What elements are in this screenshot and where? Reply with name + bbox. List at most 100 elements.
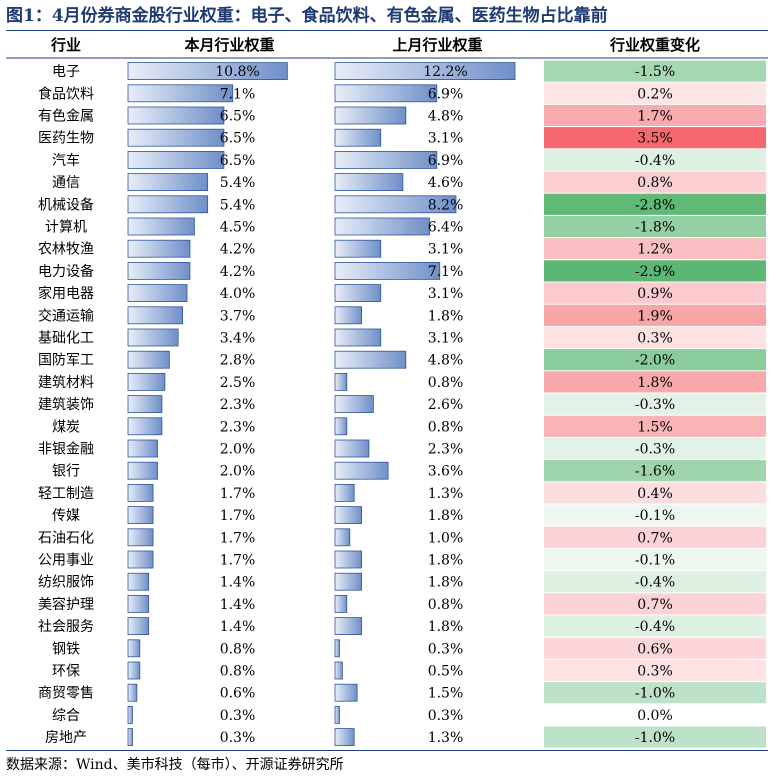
last-month-value: 0.3% xyxy=(428,641,464,657)
change-cell xyxy=(544,482,766,504)
change-cell xyxy=(544,615,766,637)
last-month-bar xyxy=(334,284,382,303)
change-value: -0.1% xyxy=(635,553,675,569)
last-month-value: 1.8% xyxy=(428,308,464,324)
table-row: 家用电器 4.0% 3.1% 0.9% xyxy=(38,282,766,304)
last-month-value: 6.9% xyxy=(428,153,464,169)
change-cell xyxy=(544,193,766,215)
industry-label: 银行 xyxy=(52,464,80,480)
last-month-bar xyxy=(334,439,370,458)
this-month-bar xyxy=(127,328,179,347)
industry-label: 汽车 xyxy=(52,152,80,169)
this-month-value: 1.4% xyxy=(220,575,256,591)
last-month-value: 1.8% xyxy=(428,553,464,569)
this-month-bar xyxy=(127,661,141,680)
last-month-bar xyxy=(334,372,348,391)
change-value: 3.5% xyxy=(637,131,673,147)
header-industry: 行业 xyxy=(50,36,81,54)
last-month-bar xyxy=(334,617,362,635)
this-month-value: 3.4% xyxy=(220,331,256,347)
change-cell xyxy=(544,460,766,482)
last-month-value: 0.8% xyxy=(428,375,464,391)
this-month-bar xyxy=(127,84,234,103)
last-month-bar xyxy=(334,84,438,103)
industry-label: 国防军工 xyxy=(38,353,94,369)
last-month-value: 0.5% xyxy=(428,664,464,680)
header-change: 行业权重变化 xyxy=(609,36,700,54)
change-value: 0.6% xyxy=(637,641,673,657)
last-month-bar xyxy=(334,395,374,414)
last-month-bar xyxy=(334,706,340,724)
this-month-bar xyxy=(127,617,150,635)
last-month-value: 0.8% xyxy=(428,597,464,613)
change-value: 0.7% xyxy=(637,530,673,546)
this-month-value: 3.7% xyxy=(220,308,256,324)
last-month-value: 1.0% xyxy=(428,530,464,546)
this-month-value: 10.8% xyxy=(215,64,259,80)
last-month-value: 1.5% xyxy=(428,686,464,702)
this-month-value: 1.7% xyxy=(220,508,256,524)
change-cell xyxy=(544,238,766,260)
last-month-value: 4.8% xyxy=(428,353,464,369)
this-month-bar xyxy=(127,728,133,746)
change-cell xyxy=(544,304,766,326)
last-month-bar xyxy=(334,417,348,436)
this-month-value: 4.5% xyxy=(220,220,256,236)
this-month-value: 1.4% xyxy=(220,619,256,635)
change-value: 1.5% xyxy=(637,419,673,435)
this-month-bar xyxy=(127,350,170,369)
this-month-bar xyxy=(127,173,209,192)
this-month-value: 1.7% xyxy=(220,486,256,502)
table-row: 电子 10.8% 12.2% -1.5% xyxy=(52,60,766,82)
industry-label: 农林牧渔 xyxy=(38,242,94,258)
change-value: 0.0% xyxy=(637,708,673,724)
table-row: 国防军工 2.8% 4.8% -2.0% xyxy=(38,349,766,371)
this-month-value: 1.7% xyxy=(220,553,256,569)
change-value: 0.3% xyxy=(637,331,673,347)
this-month-value: 0.8% xyxy=(220,641,256,657)
table-row: 轻工制造 1.7% 1.3% 0.4% xyxy=(38,482,766,504)
change-value: 0.7% xyxy=(637,597,673,613)
table-row: 公用事业 1.7% 1.8% -0.1% xyxy=(38,548,766,571)
title-rule xyxy=(6,30,768,31)
this-month-value: 1.4% xyxy=(220,597,256,613)
table-row: 环保 0.8% 0.5% 0.3% xyxy=(52,659,766,682)
change-value: -1.8% xyxy=(635,220,675,236)
table-row: 交通运输 3.7% 1.8% 1.9% xyxy=(38,304,766,326)
table-row: 商贸零售 0.6% 1.5% -1.0% xyxy=(38,682,766,704)
header-this-month: 本月行业权重 xyxy=(184,36,274,54)
industry-label: 食品饮料 xyxy=(38,85,94,102)
last-month-value: 6.9% xyxy=(428,86,464,102)
change-value: 0.8% xyxy=(637,175,673,191)
change-cell xyxy=(544,171,766,193)
change-cell xyxy=(544,437,766,460)
this-month-value: 6.5% xyxy=(220,109,256,125)
this-month-bar xyxy=(127,550,154,569)
this-month-bar xyxy=(127,572,150,591)
change-cell xyxy=(544,149,766,171)
change-value: 0.9% xyxy=(637,286,673,302)
last-month-bar xyxy=(334,239,382,258)
this-month-bar xyxy=(127,483,154,502)
table-row: 通信 5.4% 4.6% 0.8% xyxy=(52,171,766,193)
this-month-value: 0.3% xyxy=(220,730,256,746)
industry-label: 社会服务 xyxy=(38,619,94,635)
figure-title: 图1：4月份券商金股行业权重：电子、食品饮料、有色金属、医药生物占比靠前 xyxy=(6,6,608,26)
change-value: -2.8% xyxy=(635,197,675,213)
table-row: 建筑装饰 2.3% 2.6% -0.3% xyxy=(38,393,766,415)
change-value: 1.8% xyxy=(637,375,673,391)
change-cell xyxy=(544,571,766,593)
industry-label: 建筑材料 xyxy=(38,375,94,391)
last-month-value: 2.6% xyxy=(428,397,464,413)
this-month-value: 7.1% xyxy=(220,86,256,102)
table-row: 石油石化 1.7% 1.0% 0.7% xyxy=(38,526,766,548)
change-cell xyxy=(544,282,766,304)
this-month-value: 0.8% xyxy=(220,664,256,680)
industry-label: 环保 xyxy=(52,664,80,680)
this-month-value: 4.2% xyxy=(220,264,256,280)
header-row: 行业 本月行业权重 上月行业权重 行业权重变化 xyxy=(6,36,768,59)
last-month-bar xyxy=(334,461,389,480)
this-month-bar xyxy=(127,62,288,81)
table-row: 综合 0.3% 0.3% 0.0% xyxy=(52,704,766,726)
table-row: 非银金融 2.0% 2.3% -0.3% xyxy=(38,437,766,460)
